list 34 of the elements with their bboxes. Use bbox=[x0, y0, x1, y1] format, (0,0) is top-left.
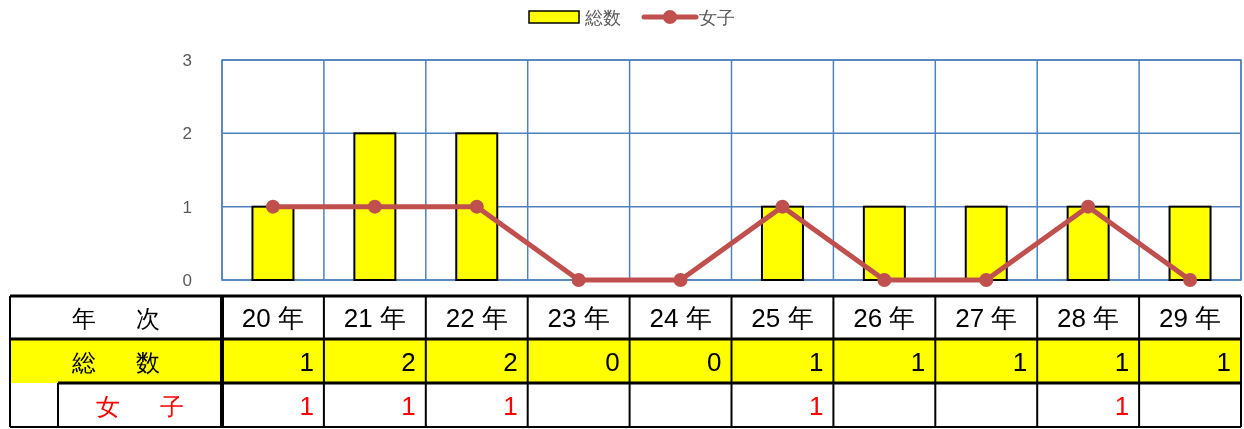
data-label: 1 bbox=[1216, 347, 1231, 377]
data-label: 1 bbox=[1012, 347, 1028, 377]
data-label: 0 bbox=[605, 347, 620, 377]
data-label: 2 bbox=[503, 347, 518, 377]
data-label: 1 bbox=[299, 347, 314, 377]
data-label: 1 bbox=[299, 391, 314, 421]
x-tick-label: 29 年 bbox=[1158, 303, 1222, 333]
x-tick-label: 27 年 bbox=[955, 303, 1018, 333]
data-label: 1 bbox=[401, 391, 416, 421]
x-tick-label: 25 年 bbox=[751, 303, 814, 333]
data-label: 1 bbox=[808, 347, 824, 377]
data-label: 1 bbox=[1114, 391, 1130, 421]
legend-label: 総数 bbox=[585, 8, 621, 28]
data-label: 1 bbox=[808, 391, 824, 421]
x-tick-label: 22 年 bbox=[445, 303, 508, 333]
y-tick-label: 2 bbox=[182, 124, 192, 144]
y-tick-label: 3 bbox=[182, 51, 192, 70]
x-tick-label: 21 年 bbox=[343, 303, 406, 333]
x-tick-label: 26 年 bbox=[853, 303, 916, 333]
data-label: 2 bbox=[401, 347, 416, 377]
x-tick-label: 28 年 bbox=[1057, 303, 1120, 333]
data-label: 1 bbox=[1114, 347, 1130, 377]
x-tick-label: 20 年 bbox=[241, 303, 305, 333]
data-label: 1 bbox=[910, 347, 926, 377]
data-label: 0 bbox=[707, 347, 722, 377]
x-tick-label: 23 年 bbox=[547, 303, 610, 333]
table-row-label: 総数 bbox=[72, 349, 200, 376]
table-row-label: 女子 bbox=[96, 393, 224, 420]
legend-label: 女子 bbox=[699, 8, 735, 28]
y-tick-label: 1 bbox=[182, 197, 192, 217]
x-tick-label: 24 年 bbox=[649, 303, 712, 333]
data-label: 1 bbox=[503, 391, 518, 421]
x-axis-title: 年次 bbox=[72, 305, 200, 332]
y-tick-label: 0 bbox=[182, 271, 192, 290]
